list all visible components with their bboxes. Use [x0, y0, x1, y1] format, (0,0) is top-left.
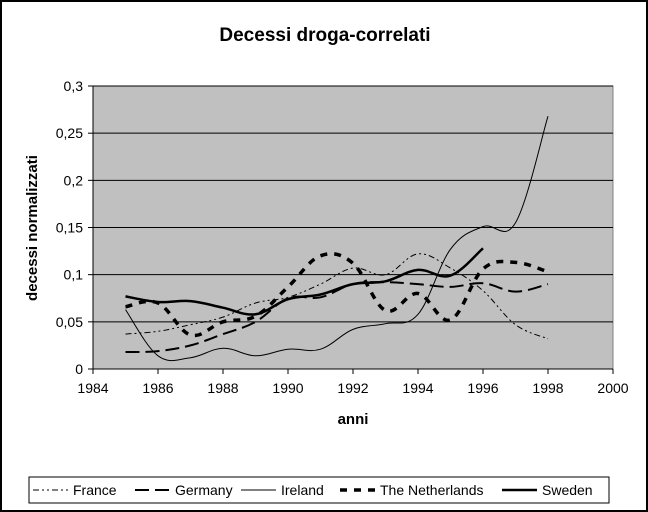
- x-tick-label: 1998: [532, 380, 563, 396]
- x-tick-label: 1990: [272, 380, 303, 396]
- legend-label: The Netherlands: [380, 482, 484, 498]
- series-line-the-netherlands: [125, 251, 549, 338]
- series-line-sweden: [125, 247, 484, 316]
- series-line-ireland: [125, 116, 549, 362]
- x-tick-label: 1992: [337, 380, 368, 396]
- x-tick-label: 1984: [77, 380, 108, 396]
- x-axis: 1984 1986 1988 1990 1992 1994 1996 1998 2000: [77, 369, 629, 396]
- series-line-germany: [125, 281, 549, 353]
- y-axis-label: decessi normalizzati: [24, 155, 41, 301]
- legend-label: France: [73, 482, 117, 498]
- x-axis-label: anni: [338, 411, 369, 428]
- legend-label: Sweden: [542, 482, 593, 498]
- y-tick-label: 0,05: [56, 314, 83, 330]
- x-tick-label: 1994: [402, 380, 433, 396]
- y-tick-label: 0,1: [64, 267, 84, 283]
- series-line-france: [125, 253, 549, 340]
- y-tick-label: 0,15: [56, 220, 83, 236]
- y-tick-label: 0,3: [64, 78, 84, 94]
- x-tick-label: 1996: [467, 380, 498, 396]
- y-tick-label: 0: [75, 361, 83, 377]
- chart-title: Decessi droga-correlati: [219, 25, 430, 46]
- legend: France Germany Ireland The Netherlands Swede…: [28, 476, 610, 504]
- series-layer: [125, 116, 549, 362]
- y-axis: 0 0,05 0,1 0,15 0,2 0,25 0,3: [56, 78, 93, 377]
- x-tick-label: 2000: [597, 380, 628, 396]
- legend-label: Germany: [175, 482, 233, 498]
- y-tick-label: 0,25: [56, 125, 83, 141]
- y-tick-label: 0,2: [64, 172, 84, 188]
- legend-label: Ireland: [281, 482, 324, 498]
- x-tick-label: 1988: [207, 380, 238, 396]
- x-tick-label: 1986: [142, 380, 173, 396]
- plot-area: [92, 85, 614, 370]
